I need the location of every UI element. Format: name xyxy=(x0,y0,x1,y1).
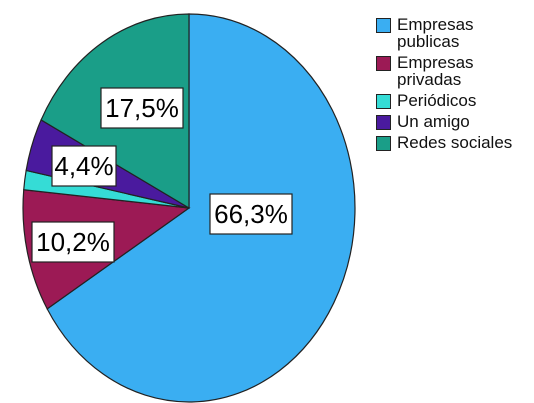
legend-entry-periodicos: Periódicos xyxy=(376,88,532,109)
legend-entry-empresas-publicas: Empresas publicas xyxy=(376,12,532,50)
data-label-text-un-amigo: 4,4% xyxy=(54,151,113,181)
data-label-text-empresas-publicas: 66,3% xyxy=(214,199,288,229)
pie-slice-empresas-publicas xyxy=(46,13,356,403)
data-label-redes-sociales: 17,5% xyxy=(100,87,184,129)
legend-swatch-un-amigo xyxy=(376,115,391,130)
data-label-box-empresas-privadas xyxy=(31,221,115,263)
legend-entry-un-amigo: Un amigo xyxy=(376,109,532,130)
legend-label-redes-sociales: Redes sociales xyxy=(397,133,513,152)
legend-swatch-empresas-publicas xyxy=(376,18,391,33)
legend-label-empresas-publicas: Empresas publicas xyxy=(397,15,474,51)
data-label-box-un-amigo xyxy=(51,145,117,187)
data-label-text-empresas-privadas: 10,2% xyxy=(36,227,110,257)
data-label-text-redes-sociales: 17,5% xyxy=(105,93,179,123)
data-label-box-redes-sociales xyxy=(100,87,184,129)
legend-label-periodicos: Periódicos xyxy=(397,91,477,110)
data-label-empresas-publicas: 66,3% xyxy=(209,193,293,235)
legend-swatch-periodicos xyxy=(376,94,391,109)
data-label-box-empresas-publicas xyxy=(209,193,293,235)
legend-swatch-redes-sociales xyxy=(376,136,391,151)
legend: Empresas publicas Empresas privadas Periód… xyxy=(376,12,532,151)
data-label-un-amigo: 4,4% xyxy=(51,145,117,187)
legend-label-empresas-privadas: Empresas privadas xyxy=(397,53,474,89)
legend-entry-empresas-privadas: Empresas privadas xyxy=(376,50,532,88)
data-label-empresas-privadas: 10,2% xyxy=(31,221,115,263)
legend-swatch-empresas-privadas xyxy=(376,56,391,71)
legend-label-un-amigo: Un amigo xyxy=(397,112,470,131)
legend-entry-redes-sociales: Redes sociales xyxy=(376,130,532,151)
